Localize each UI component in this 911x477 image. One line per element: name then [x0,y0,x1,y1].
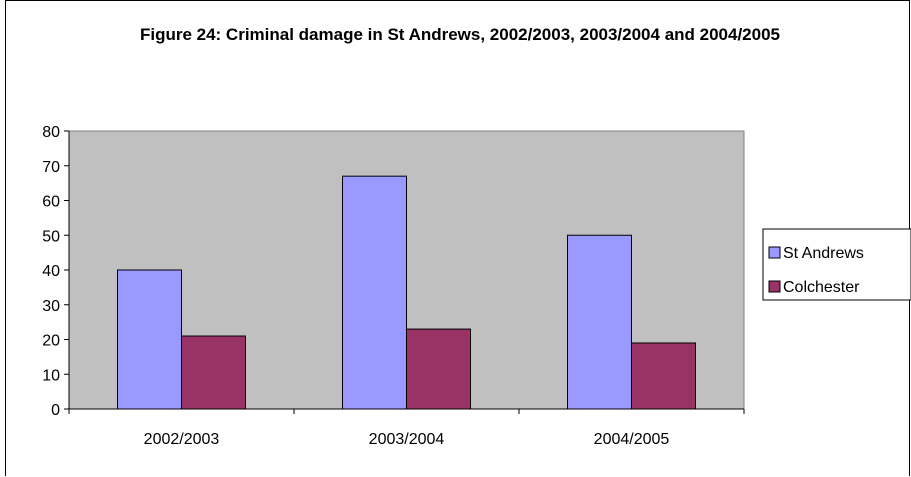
legend-label: St Andrews [783,245,864,262]
bar-st-andrews-2 [567,234,632,410]
chart-title: Figure 24: Criminal damage in St Andrews… [139,25,781,44]
bar-colchester-0 [181,335,246,410]
x-tick-label: 2003/2004 [369,431,445,448]
bar-colchester-1 [406,328,471,410]
y-tick-label: 10 [42,367,60,384]
bar-st-andrews-0 [117,269,182,410]
legend-label: Colchester [783,279,860,296]
y-tick-label: 0 [51,402,60,419]
y-tick-label: 40 [42,263,60,280]
y-tick-label: 50 [42,228,60,245]
legend-swatch [768,280,781,293]
bar-colchester-2 [631,342,696,410]
y-tick-label: 60 [42,194,60,211]
y-tick-label: 70 [42,159,60,176]
legend-swatch [768,246,781,259]
x-tick-label: 2002/2003 [144,431,220,448]
x-tick-label: 2004/2005 [594,431,670,448]
bar-st-andrews-1 [342,175,407,410]
y-tick-label: 80 [42,124,60,141]
y-tick-label: 30 [42,298,60,315]
legend: St Andrews Colchester [762,228,911,301]
y-tick-label: 20 [42,333,60,350]
legend-box [762,228,911,301]
